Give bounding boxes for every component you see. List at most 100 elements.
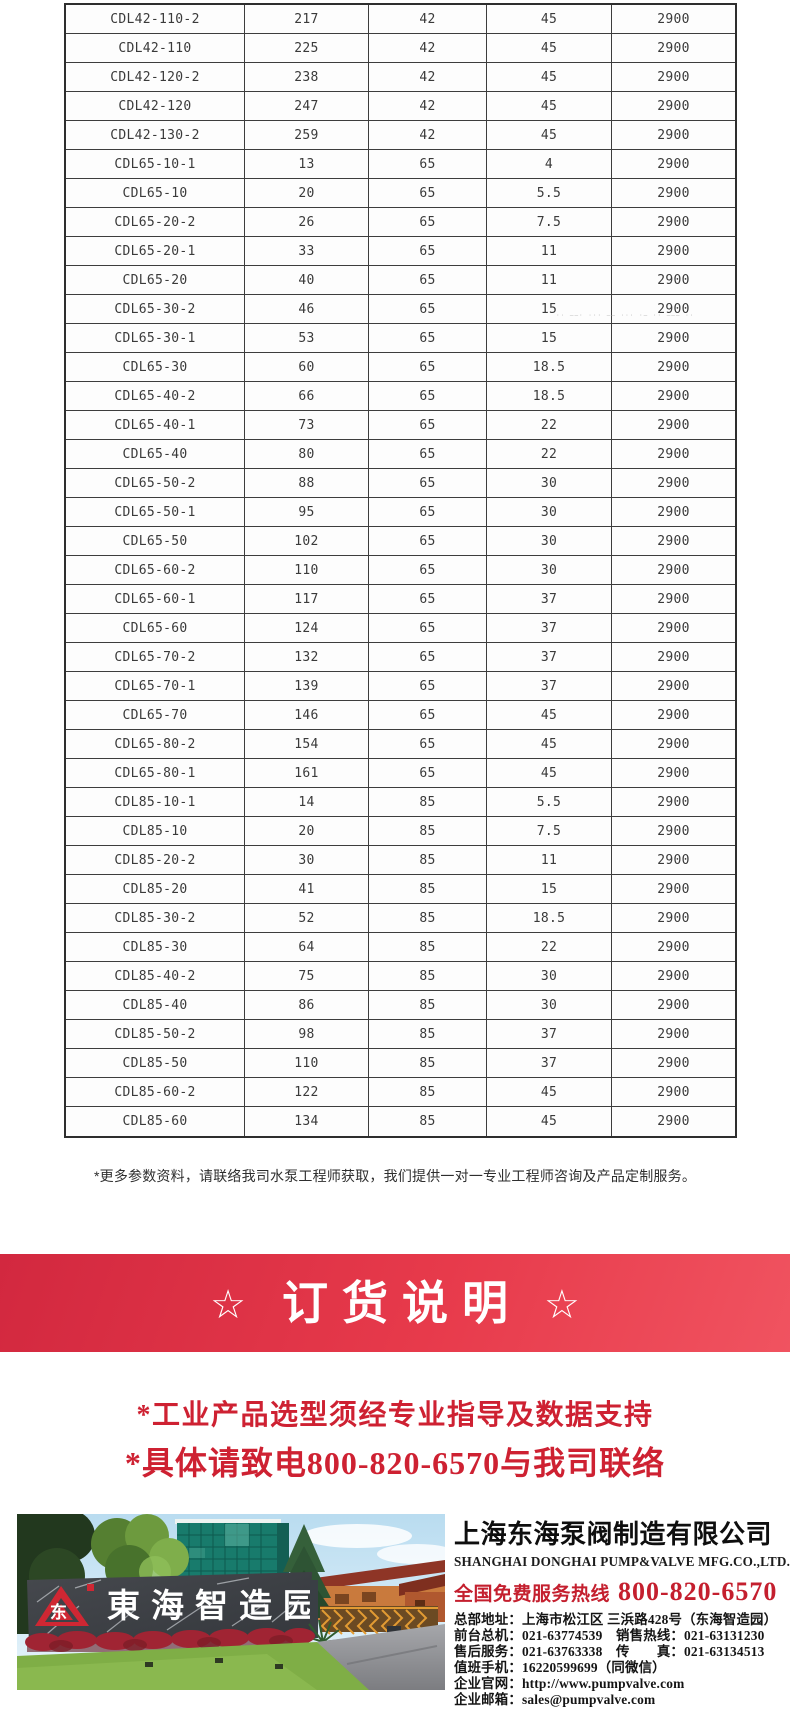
table-cell: 259 xyxy=(245,121,369,149)
table-cell: 30 xyxy=(487,962,612,990)
table-cell: 30 xyxy=(487,469,612,497)
table-cell: 37 xyxy=(487,672,612,700)
table-cell: 65 xyxy=(369,324,487,352)
table-cell: 14 xyxy=(245,788,369,816)
table-cell: 18.5 xyxy=(487,904,612,932)
table-cell: 11 xyxy=(487,237,612,265)
table-cell: CDL65-60-1 xyxy=(66,585,245,613)
table-cell: 2900 xyxy=(657,707,690,723)
table-cell: 85 xyxy=(369,904,487,932)
table-cell: CDL65-70-2 xyxy=(66,643,245,671)
table-cell: 5.5 xyxy=(487,179,612,207)
hotline-number: 800-820-6570 xyxy=(618,1577,778,1606)
table-cell: CDL42-130-2 xyxy=(66,121,245,149)
table-cell: 2900 xyxy=(657,794,690,810)
table-cell: 85 xyxy=(369,962,487,990)
table-cell: 146 xyxy=(245,701,369,729)
table-cell: 22 xyxy=(487,440,612,468)
company-logo-icon: 东 xyxy=(35,1584,94,1626)
footer-info-line: 企业邮箱：sales@pumpvalve.com xyxy=(454,1691,656,1707)
table-cell: 2900 xyxy=(657,69,690,85)
footer-info-line: 售后服务：021-63763338 传 真：021-63134513 xyxy=(454,1643,765,1659)
table-cell: 65 xyxy=(369,672,487,700)
table-cell: CDL65-40 xyxy=(66,440,245,468)
table-cell: 139 xyxy=(245,672,369,700)
table-cell: 98 xyxy=(245,1020,369,1048)
table-cell: 45 xyxy=(487,5,612,33)
table-cell: 85 xyxy=(369,1078,487,1106)
table-cell: 46 xyxy=(245,295,369,323)
table-row: CDL85-50-2 98 85 37 2900 xyxy=(66,1020,735,1049)
table-cell: 2900 xyxy=(657,272,690,288)
table-cell: 2900 xyxy=(657,939,690,955)
entrance-gate xyxy=(310,1580,438,1638)
table-cell: 65 xyxy=(369,353,487,381)
table-cell: 110 xyxy=(245,1049,369,1077)
table-cell: 85 xyxy=(369,817,487,845)
note-text: *更多参数资料，请联络我司水泵工程师获取，我们提供一对一专业工程师咨询及产品定制… xyxy=(93,1168,697,1184)
table-cell: CDL65-50 xyxy=(66,527,245,555)
table-cell: 217 xyxy=(245,5,369,33)
table-row: CDL65-30-2 46 65 15 2900 xyxy=(66,295,735,324)
table-row: CDL65-40-1 73 65 22 2900 xyxy=(66,411,735,440)
table-cell: 2900 xyxy=(657,446,690,462)
table-cell: 122 xyxy=(245,1078,369,1106)
table-cell: 75 xyxy=(245,962,369,990)
table-cell: 20 xyxy=(245,817,369,845)
table-cell: 225 xyxy=(245,34,369,62)
table-cell: CDL65-30-2 xyxy=(66,295,245,323)
table-cell: 65 xyxy=(369,469,487,497)
table-cell: 15 xyxy=(487,324,612,352)
table-row: CDL65-30 60 65 18.5 2900 xyxy=(66,353,735,382)
table-cell: 42 xyxy=(369,92,487,120)
table-cell: CDL42-110 xyxy=(66,34,245,62)
table-cell: 2900 xyxy=(657,98,690,114)
table-cell: 45 xyxy=(487,701,612,729)
table-row: CDL85-10-1 14 85 5.5 2900 xyxy=(66,788,735,817)
table-cell: 2900 xyxy=(657,823,690,839)
table-cell: 11 xyxy=(487,266,612,294)
table-cell: CDL65-30-1 xyxy=(66,324,245,352)
table-row: CDL85-20-2 30 85 11 2900 xyxy=(66,846,735,875)
table-cell: 88 xyxy=(245,469,369,497)
table-cell: CDL85-30-2 xyxy=(66,904,245,932)
table-cell: 85 xyxy=(369,1049,487,1077)
table-cell: 65 xyxy=(369,266,487,294)
table-cell: 22 xyxy=(487,411,612,439)
table-cell: 2900 xyxy=(657,330,690,346)
table-cell: 37 xyxy=(487,614,612,642)
table-cell: CDL85-40-2 xyxy=(66,962,245,990)
table-cell: 2900 xyxy=(657,765,690,781)
table-cell: 37 xyxy=(487,1020,612,1048)
table-cell: 37 xyxy=(487,585,612,613)
table-cell: 45 xyxy=(487,121,612,149)
table-cell: 42 xyxy=(369,5,487,33)
table-cell: 40 xyxy=(245,266,369,294)
table-row: CDL42-120 247 42 45 2900 xyxy=(66,92,735,121)
table-cell: 2900 xyxy=(657,504,690,520)
table-cell: 20 xyxy=(245,179,369,207)
table-cell: 65 xyxy=(369,730,487,758)
table-cell: 117 xyxy=(245,585,369,613)
table-row: CDL85-20 41 85 15 2900 xyxy=(66,875,735,904)
table-row: CDL85-60 134 85 45 2900 xyxy=(66,1107,735,1136)
table-cell: 65 xyxy=(369,208,487,236)
table-row: CDL85-60-2 122 85 45 2900 xyxy=(66,1078,735,1107)
table-row: CDL42-130-2 259 42 45 2900 xyxy=(66,121,735,150)
table-row: CDL65-50-2 88 65 30 2900 xyxy=(66,469,735,498)
table-cell: 2900 xyxy=(657,881,690,897)
table-cell: 65 xyxy=(369,556,487,584)
table-cell: 60 xyxy=(245,353,369,381)
table-cell: CDL65-80-1 xyxy=(66,759,245,787)
table-row: CDL42-110 225 42 45 2900 xyxy=(66,34,735,63)
table-cell: 41 xyxy=(245,875,369,903)
table-cell: 2900 xyxy=(657,127,690,143)
table-cell: 65 xyxy=(369,701,487,729)
star-right-icon: ☆ xyxy=(544,1283,580,1327)
table-cell: 18.5 xyxy=(487,382,612,410)
footer-info-line: 总部地址：上海市松江区 三浜路428号（东海智造园） xyxy=(454,1612,778,1627)
watermark-text: ·· ——· ··· —— ··· ·— ·· ——— ·· xyxy=(556,312,695,319)
table-cell: CDL65-80-2 xyxy=(66,730,245,758)
logo-char: 东 xyxy=(50,1602,67,1622)
table-row: CDL65-80-1 161 65 45 2900 xyxy=(66,759,735,788)
